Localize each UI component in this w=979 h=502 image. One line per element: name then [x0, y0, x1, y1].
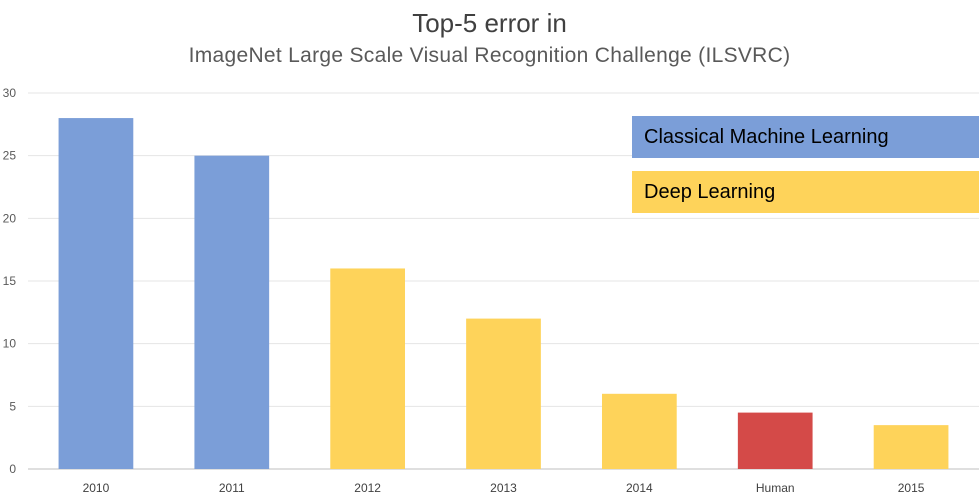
legend-label-classical: Classical Machine Learning [644, 126, 889, 148]
legend-item-classical-machine-learning: Classical Machine Learning [632, 116, 979, 158]
x-tick-label: 2015 [898, 481, 925, 495]
y-tick-label: 15 [3, 274, 17, 288]
y-tick-label: 20 [3, 211, 17, 225]
x-tick-label: 2010 [83, 481, 110, 495]
bar-2012 [330, 268, 406, 469]
chart-title: Top-5 error in [412, 8, 567, 38]
y-tick-label: 5 [9, 399, 16, 413]
x-tick-label: 2014 [626, 481, 653, 495]
bar-2014 [601, 393, 677, 469]
y-tick-label: 25 [3, 149, 17, 163]
bar-2010 [58, 118, 134, 470]
chart-subtitle: ImageNet Large Scale Visual Recognition … [188, 44, 791, 67]
x-tick-label: 2011 [219, 481, 245, 495]
x-tick-label: Human [756, 481, 795, 495]
x-tick-label: 2013 [490, 481, 517, 495]
y-tick-label: 10 [3, 337, 17, 351]
x-tick-label: 2012 [354, 481, 381, 495]
legend-label-deep: Deep Learning [644, 181, 776, 203]
bar-human [737, 412, 813, 469]
bar-2015 [873, 425, 949, 469]
legend-item-deep-learning: Deep Learning [632, 171, 979, 213]
y-tick-label: 0 [9, 462, 16, 476]
bar-2013 [466, 318, 541, 469]
y-tick-label: 30 [3, 86, 17, 100]
bar-2011 [194, 155, 270, 469]
